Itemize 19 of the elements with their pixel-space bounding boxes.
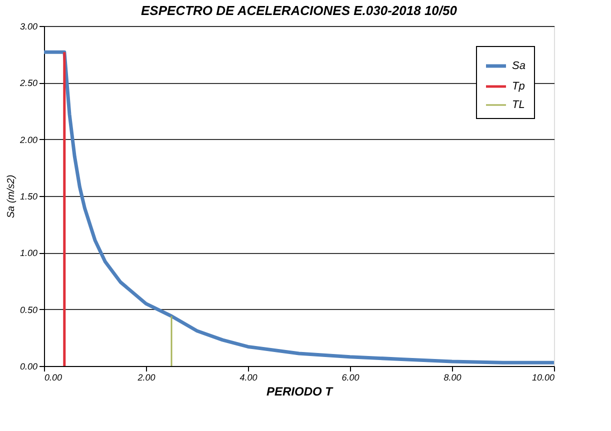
x-tick-label: 10.00 [532, 372, 554, 382]
y-tick-label: 2.00 [18, 134, 38, 145]
y-axis-title: Sa (m/s2) [6, 174, 17, 218]
y-tick-label: 0.00 [20, 362, 38, 372]
y-tick-label: 0.50 [20, 304, 38, 315]
x-tick-label: 2.00 [136, 372, 156, 382]
legend-label: TL [512, 99, 525, 111]
x-tick-label: 8.00 [444, 372, 462, 382]
y-tick-label: 1.00 [20, 248, 38, 258]
x-tick-label: 0.00 [44, 372, 62, 382]
legend-label: Sa [512, 60, 526, 72]
legend-label: Tp [512, 80, 525, 92]
x-tick-label: 6.00 [342, 372, 360, 382]
y-tick-label: 1.50 [20, 192, 38, 202]
x-tick-label: 4.00 [240, 372, 258, 382]
x-axis-title: PERIODO T [266, 384, 334, 398]
y-tick-label: 3.00 [20, 22, 38, 32]
y-tick-label: 2.50 [18, 78, 38, 88]
chart-title: ESPECTRO DE ACELERACIONES E.030-2018 10/50 [141, 3, 458, 18]
